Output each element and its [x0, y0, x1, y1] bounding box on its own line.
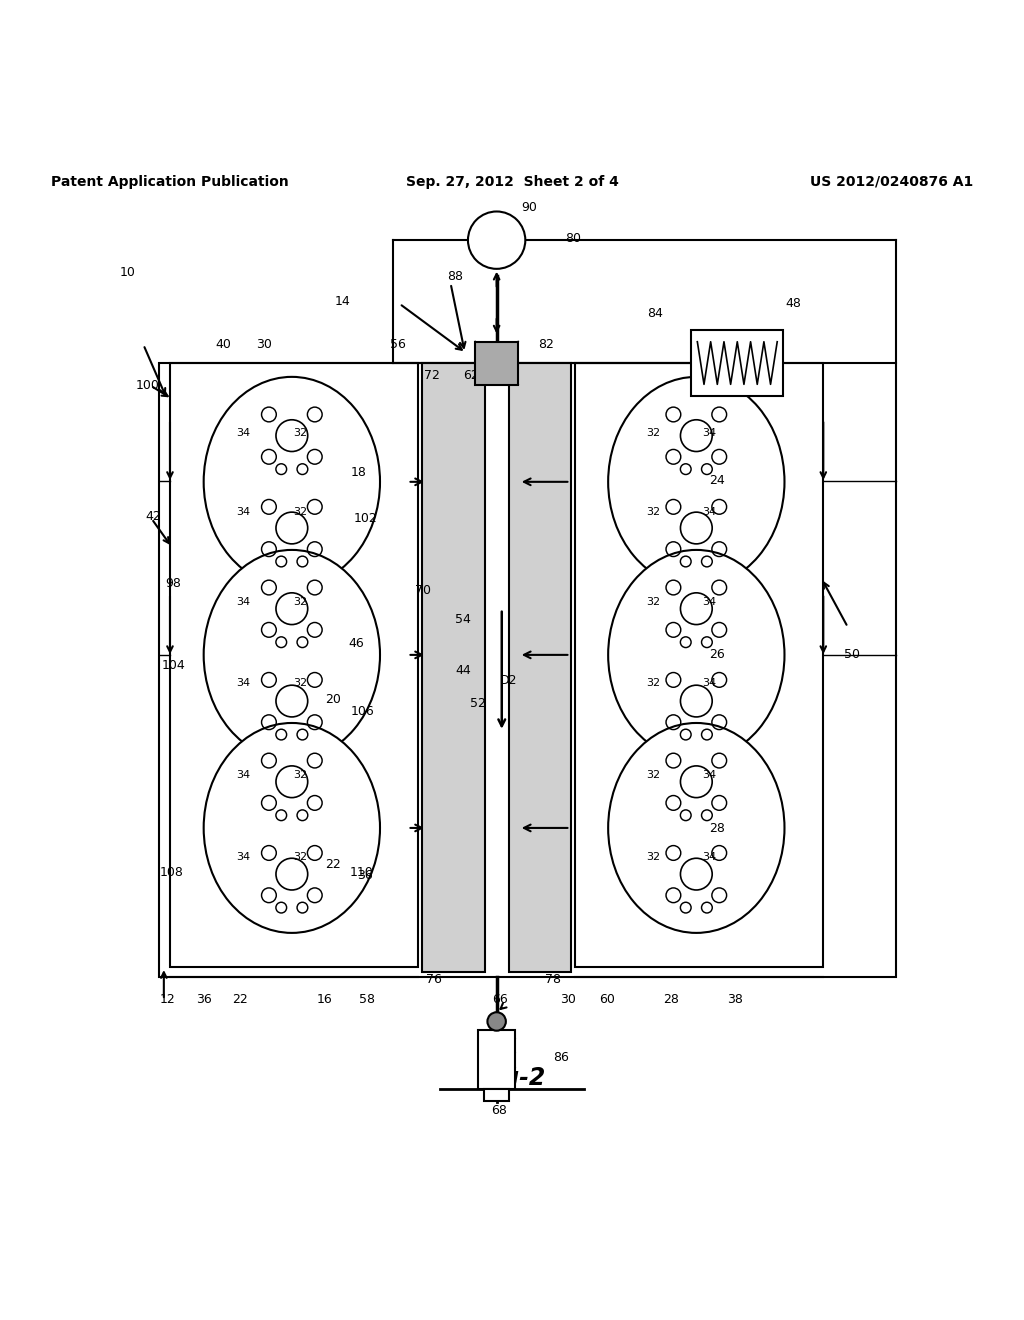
Circle shape — [487, 1012, 506, 1031]
Bar — [509, 363, 571, 973]
Text: 32: 32 — [646, 677, 660, 688]
Text: 56: 56 — [390, 338, 407, 351]
Text: 32: 32 — [646, 851, 660, 862]
Text: 42: 42 — [145, 510, 162, 523]
Bar — [422, 363, 484, 973]
Text: 72: 72 — [424, 368, 440, 381]
Text: 34: 34 — [702, 770, 717, 780]
Text: 32: 32 — [646, 770, 660, 780]
Ellipse shape — [608, 378, 784, 587]
Text: 30: 30 — [560, 994, 577, 1006]
Text: 30: 30 — [256, 338, 272, 351]
Bar — [475, 342, 518, 384]
Text: 32: 32 — [293, 507, 307, 516]
Text: 54: 54 — [455, 612, 471, 626]
Text: 34: 34 — [237, 677, 251, 688]
Bar — [478, 1030, 515, 1089]
Text: 78: 78 — [545, 973, 561, 986]
Text: 32: 32 — [646, 507, 660, 516]
Text: 70: 70 — [415, 583, 431, 597]
Text: 84: 84 — [647, 308, 664, 321]
Ellipse shape — [204, 550, 380, 760]
Text: 32: 32 — [293, 770, 307, 780]
Text: 28: 28 — [663, 994, 679, 1006]
Bar — [691, 330, 783, 396]
Text: 34: 34 — [237, 428, 251, 438]
Text: 66: 66 — [492, 994, 508, 1006]
Text: 26: 26 — [709, 648, 725, 661]
Text: 34: 34 — [237, 507, 251, 516]
Text: 38: 38 — [727, 994, 743, 1006]
Text: 50: 50 — [844, 648, 860, 661]
Text: 46: 46 — [348, 638, 365, 651]
Text: 98: 98 — [165, 577, 181, 590]
Text: 32: 32 — [293, 677, 307, 688]
Ellipse shape — [204, 378, 380, 587]
Text: 74: 74 — [494, 368, 510, 381]
Text: 32: 32 — [293, 428, 307, 438]
Text: 20: 20 — [325, 693, 341, 706]
Ellipse shape — [204, 723, 380, 933]
Text: 90: 90 — [521, 201, 538, 214]
Text: 10: 10 — [120, 267, 136, 280]
Text: 100: 100 — [135, 379, 160, 392]
Ellipse shape — [608, 723, 784, 933]
Text: 32: 32 — [293, 851, 307, 862]
Text: 32: 32 — [293, 597, 307, 607]
Bar — [575, 363, 823, 968]
Text: 28: 28 — [709, 822, 725, 836]
Circle shape — [468, 211, 525, 269]
Text: D2: D2 — [500, 675, 518, 686]
Text: 14: 14 — [335, 296, 351, 308]
Ellipse shape — [608, 550, 784, 760]
Text: 86: 86 — [553, 1051, 569, 1064]
Text: 32: 32 — [646, 428, 660, 438]
Text: 34: 34 — [702, 507, 717, 516]
Text: 76: 76 — [426, 973, 442, 986]
Text: 110: 110 — [349, 866, 374, 879]
Text: 82: 82 — [538, 338, 554, 351]
Text: 80: 80 — [565, 231, 582, 244]
Text: 34: 34 — [237, 770, 251, 780]
Text: 24: 24 — [709, 474, 725, 487]
Text: Patent Application Publication: Patent Application Publication — [51, 174, 289, 189]
Text: 34: 34 — [702, 677, 717, 688]
Text: 36: 36 — [196, 994, 212, 1006]
Text: 104: 104 — [161, 659, 185, 672]
Text: 22: 22 — [231, 994, 248, 1006]
Text: 44: 44 — [455, 664, 471, 677]
Text: 108: 108 — [160, 866, 184, 879]
Text: 34: 34 — [237, 851, 251, 862]
Text: 62: 62 — [463, 368, 479, 381]
Text: 16: 16 — [316, 994, 333, 1006]
Text: 60: 60 — [599, 994, 615, 1006]
Text: 34: 34 — [237, 597, 251, 607]
Text: 32: 32 — [646, 597, 660, 607]
Text: 68: 68 — [490, 1104, 507, 1117]
Text: US 2012/0240876 A1: US 2012/0240876 A1 — [810, 174, 973, 189]
Bar — [159, 363, 896, 977]
Text: 48: 48 — [785, 297, 802, 310]
Bar — [484, 1089, 509, 1101]
Text: 34: 34 — [702, 597, 717, 607]
Text: 88: 88 — [446, 269, 463, 282]
Bar — [170, 363, 418, 968]
Text: 34: 34 — [702, 851, 717, 862]
Text: Sep. 27, 2012  Sheet 2 of 4: Sep. 27, 2012 Sheet 2 of 4 — [406, 174, 618, 189]
Text: 22: 22 — [325, 858, 341, 871]
Text: 36: 36 — [356, 869, 373, 882]
Text: 58: 58 — [358, 994, 375, 1006]
Text: Fig-2: Fig-2 — [478, 1065, 546, 1090]
Text: 102: 102 — [353, 512, 378, 525]
Text: 34: 34 — [702, 428, 717, 438]
Text: 106: 106 — [350, 705, 375, 718]
Text: 18: 18 — [350, 466, 367, 479]
Text: 52: 52 — [470, 697, 486, 710]
Text: 12: 12 — [160, 994, 176, 1006]
Text: 40: 40 — [215, 338, 231, 351]
